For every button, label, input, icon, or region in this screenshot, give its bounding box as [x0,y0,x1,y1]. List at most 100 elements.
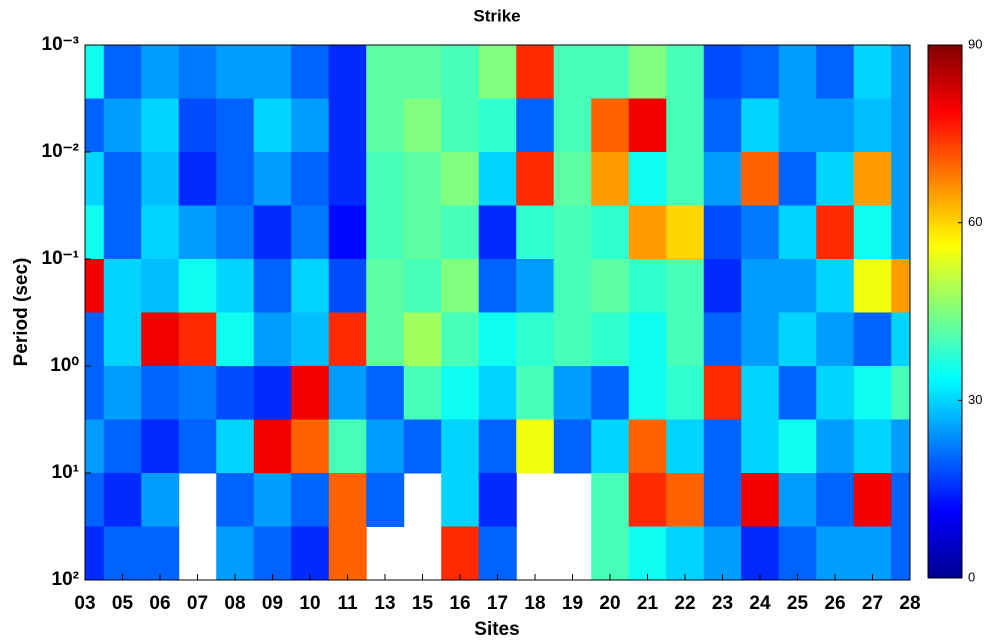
heatmap-cell [141,98,180,153]
heatmap-cell [553,98,592,153]
heatmap-cell [478,45,517,99]
heatmap-cell [891,45,910,99]
x-tick-label: 11 [337,593,358,614]
x-tick-label: 26 [824,593,845,614]
heatmap-cell [366,473,405,527]
y-tick-label: 10⁻¹ [42,248,80,269]
heatmap-cell [741,45,780,99]
colorbar-tick-label: 90 [968,36,982,51]
heatmap-cell [103,152,142,206]
heatmap-cell [253,366,292,420]
x-tick-label: 03 [74,593,95,614]
heatmap-cell [816,152,855,206]
heatmap-cell [478,312,517,367]
heatmap-cell [816,312,855,367]
heatmap-cell [141,152,180,206]
heatmap-cell [553,152,592,206]
heatmap-cell [853,259,892,313]
heatmap-cell [141,259,180,313]
heatmap-cell [891,419,910,474]
heatmap-cell [178,366,217,420]
heatmap-cell [591,259,630,313]
heatmap-cell [703,98,742,153]
heatmap-cell [778,45,817,99]
heatmap-cell [478,259,517,313]
colorbar-tick-label: 60 [968,214,982,229]
heatmap-cell [403,205,442,260]
heatmap-cell [253,312,292,367]
heatmap-cell [478,526,517,580]
heatmap-cell [253,526,292,580]
heatmap-cell [216,473,255,527]
heatmap-cell [628,152,667,206]
heatmap-cell [85,366,105,420]
heatmap-cell [553,419,592,474]
heatmap-cell [591,312,630,367]
heatmap-cell [441,526,480,580]
x-tick-label: 23 [712,593,733,614]
heatmap-cell [178,45,217,99]
heatmap-cell [441,259,480,313]
heatmap-cell [778,366,817,420]
heatmap-cell [891,152,910,206]
heatmap-cell [291,419,330,474]
heatmap-cell [516,205,555,260]
heatmap-cell [178,312,217,367]
heatmap-cell [291,98,330,153]
heatmap-cell [703,152,742,206]
heatmap-cell [328,366,367,420]
heatmap-cell [328,45,367,99]
heatmap-cell [328,152,367,206]
x-axis-label: Sites [474,619,519,640]
heatmap-cell [591,473,630,527]
heatmap-cell [666,366,705,420]
heatmap [85,45,910,580]
heatmap-cell [85,473,105,527]
heatmap-cell [403,152,442,206]
heatmap-cell [853,205,892,260]
heatmap-cell [778,98,817,153]
heatmap-cell [103,419,142,474]
heatmap-cell [666,152,705,206]
heatmap-cell [366,312,405,367]
y-tick-label: 10⁰ [50,355,79,376]
heatmap-cell [328,205,367,260]
heatmap-cell [141,45,180,99]
heatmap-cell [816,259,855,313]
heatmap-cell [853,152,892,206]
heatmap-cell [741,473,780,527]
heatmap-cell [628,419,667,474]
heatmap-cell [778,312,817,367]
colorbar [927,44,963,579]
heatmap-cell [85,419,105,474]
heatmap-cell [816,419,855,474]
colorbar-tick-label: 30 [968,392,982,407]
heatmap-cell [178,419,217,474]
heatmap-cell [141,419,180,474]
heatmap-cell [216,98,255,153]
heatmap-cell [441,419,480,474]
heatmap-cell [816,473,855,527]
heatmap-cell [85,98,105,153]
heatmap-cell [853,419,892,474]
y-tick-label: 10¹ [52,462,79,483]
heatmap-cell [778,259,817,313]
x-tick-label: 25 [787,593,809,614]
heatmap-cell [141,366,180,420]
heatmap-cell [328,419,367,474]
heatmap-cell [591,152,630,206]
x-tick-label: 16 [449,593,470,614]
heatmap-cell [403,419,442,474]
heatmap-cell [291,312,330,367]
heatmap-cell [591,419,630,474]
heatmap-cell [853,526,892,580]
heatmap-cell [516,45,555,99]
x-tick-label: 13 [374,593,395,614]
heatmap-cell [553,45,592,99]
heatmap-cell [891,473,910,527]
heatmap-cell [441,366,480,420]
heatmap-cell [666,259,705,313]
heatmap-cell [666,98,705,153]
heatmap-cell [628,45,667,99]
heatmap-cell [516,419,555,474]
